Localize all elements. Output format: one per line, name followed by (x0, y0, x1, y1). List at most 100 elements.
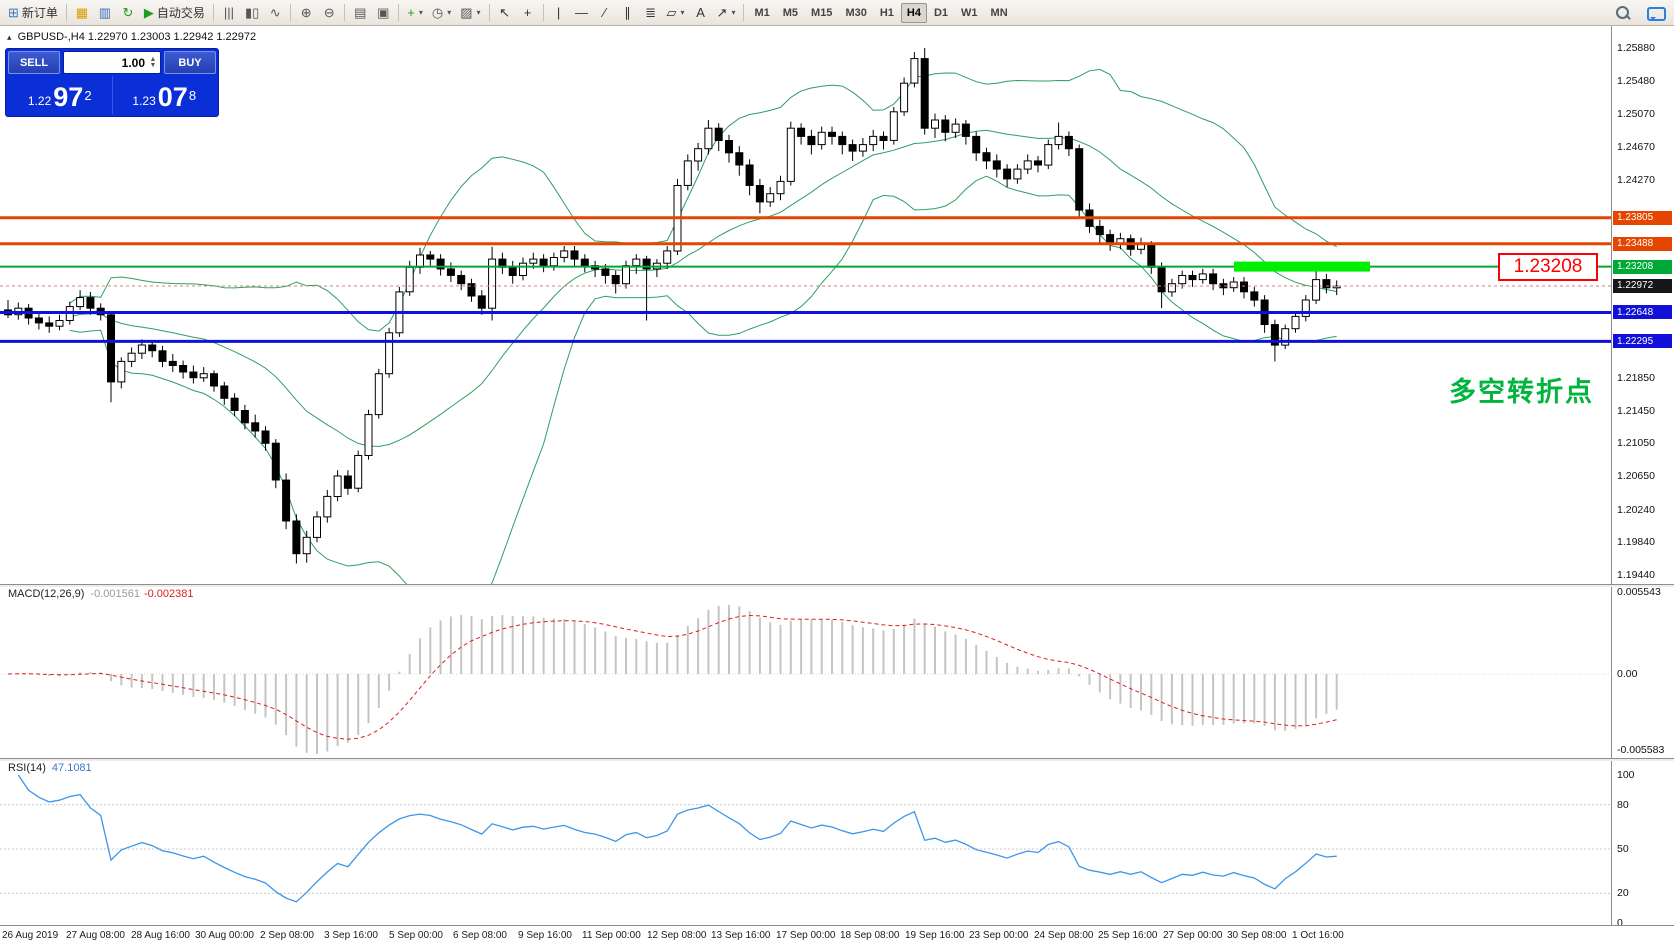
time-label: 9 Sep 16:00 (518, 930, 572, 941)
support-line-1-badge: 1.22648 (1613, 305, 1672, 320)
toolbar-separator (344, 4, 346, 21)
time-label: 28 Aug 16:00 (131, 930, 190, 941)
buy-price-prefix: 1.23 (132, 94, 156, 108)
annotation-text[interactable]: 多空转折点 (1449, 377, 1594, 407)
sell-price-pips: 97 (53, 82, 84, 112)
time-label: 13 Sep 16:00 (711, 930, 771, 941)
time-label: 6 Sep 08:00 (453, 930, 507, 941)
price-tick: 1.25480 (1617, 74, 1655, 87)
rsi-panel-chart[interactable] (0, 758, 1612, 925)
macd-axis-label: -0.005583 (1617, 744, 1665, 756)
cursor-icon[interactable]: ↖ (494, 2, 516, 24)
timeframe-m1-button[interactable]: M1 (754, 6, 770, 19)
time-label: 1 Oct 16:00 (1292, 930, 1344, 941)
price-callout[interactable]: 1.23208 (1498, 253, 1598, 281)
channel-icon[interactable]: ∥ (617, 2, 639, 24)
panel-divider[interactable] (0, 758, 1674, 761)
main-chart[interactable] (0, 26, 1612, 584)
horizontal-lines[interactable] (0, 216, 1612, 343)
dropdown-caret-icon: ▾ (680, 8, 685, 17)
autotrading-button[interactable]: ▶ 自动交易 (140, 2, 209, 24)
autotrading-glyph: ▶ (143, 5, 154, 20)
zoom-out-icon[interactable]: ⊖ (318, 2, 340, 24)
crosshair-icon[interactable]: + (517, 2, 539, 24)
rsi-line (17, 774, 1337, 903)
sell-button[interactable]: SELL (8, 51, 60, 74)
one-click-trading-panel: SELL 1.00 ▲ ▼ BUY 1.22 97 2 1.23 07 8 (5, 48, 219, 117)
macd-panel-chart[interactable] (0, 584, 1612, 758)
market-watch-icon[interactable]: ▦ (71, 2, 93, 24)
axis-separator (1611, 26, 1612, 925)
horizontal-line-icon[interactable]: — (571, 2, 593, 24)
current-price-badge: 1.22972 (1613, 278, 1672, 293)
time-label: 24 Sep 08:00 (1034, 930, 1094, 941)
market-watch-icon-glyph: ▦ (75, 5, 89, 20)
symbol-period-label: GBPUSD-,H4 (17, 31, 85, 43)
data-window-icon[interactable]: ▥ (94, 2, 116, 24)
timeframe-w1-button[interactable]: W1 (961, 6, 978, 19)
dropdown-caret-icon: ▾ (418, 8, 423, 17)
timeframe-m15-button[interactable]: M15 (811, 6, 833, 19)
timeframe-h1-button[interactable]: H1 (879, 6, 894, 19)
rsi-axis-label: 20 (1617, 887, 1629, 900)
search-button[interactable] (1610, 2, 1636, 24)
arrow-icon[interactable]: ↗ ▾ (713, 2, 740, 24)
vertical-line-icon[interactable]: | (548, 2, 570, 24)
volume-stepper[interactable]: 1.00 ▲ ▼ (63, 51, 161, 74)
sell-price[interactable]: 1.22 97 2 (8, 76, 112, 114)
shapes-icon[interactable]: ▱ ▾ (663, 2, 689, 24)
price-tick: 1.20650 (1617, 469, 1655, 482)
timeframe-mn-button[interactable]: MN (990, 6, 1008, 19)
bar-chart-icon[interactable]: ||| (218, 2, 240, 24)
volume-up-icon[interactable]: ▲ (149, 55, 157, 63)
autotrading-button-label: 自动交易 (156, 6, 205, 20)
highlight-band[interactable] (1234, 261, 1370, 272)
timeframe-d1-button[interactable]: D1 (933, 6, 949, 19)
macd-main-value: -0.001561 (90, 588, 140, 600)
tile-windows-icon-glyph: ▤ (354, 5, 367, 20)
chat-button[interactable] (1642, 2, 1668, 24)
macd-histogram (17, 604, 1338, 754)
time-label: 17 Sep 00:00 (776, 930, 836, 941)
pivot-line-badge: 1.23208 (1613, 259, 1672, 274)
volume-arrows: ▲ ▼ (148, 55, 158, 69)
resistance-line-1-badge: 1.23805 (1613, 210, 1672, 225)
time-label: 5 Sep 00:00 (389, 930, 443, 941)
timeframe-m5-button[interactable]: M5 (782, 6, 799, 19)
template-icon-glyph: ▨ (460, 5, 473, 20)
time-axis[interactable]: 26 Aug 2019 27 Aug 08:00 28 Aug 16:00 30 Au… (0, 925, 1674, 949)
time-label: 27 Aug 08:00 (66, 930, 125, 941)
price-axis[interactable]: 1.25880 1.25480 1.25070 1.24670 1.24270 1.218… (1612, 26, 1674, 929)
trendline-icon[interactable]: ∕ (594, 2, 616, 24)
new-order-button[interactable]: ⊞ 新订单 (4, 2, 62, 24)
fibonacci-icon[interactable]: ≣ (640, 2, 662, 24)
buy-price[interactable]: 1.23 07 8 (113, 76, 217, 114)
timeframe-m30-button[interactable]: M30 (845, 6, 867, 19)
time-label: 11 Sep 00:00 (582, 930, 641, 941)
resistance-line-2-badge: 1.23488 (1613, 236, 1672, 251)
text-icon[interactable]: A (690, 2, 712, 24)
buy-button[interactable]: BUY (164, 51, 216, 74)
zoom-in-icon[interactable]: ⊕ (295, 2, 317, 24)
zoom-in-icon-glyph: ⊕ (300, 5, 312, 20)
buy-price-point: 8 (188, 88, 197, 103)
volume-down-icon[interactable]: ▼ (149, 61, 157, 69)
trade-panel-toggle-icon[interactable]: ▴ (7, 32, 12, 42)
tile-windows-icon[interactable]: ▤ (349, 2, 371, 24)
candlestick-chart-icon[interactable]: ▮▯ (241, 2, 263, 24)
toolbar-separator (290, 4, 292, 21)
price-tick: 1.25070 (1617, 108, 1655, 121)
template-icon[interactable]: ▨ ▾ (456, 2, 484, 24)
ohlc-values: 1.22970 1.23003 1.22942 1.22972 (87, 31, 257, 43)
sell-price-point: 2 (84, 88, 92, 103)
chart-header: ▴ GBPUSD-,H4 1.22970 1.23003 1.22942 1.2… (7, 31, 256, 43)
period-icon[interactable]: ◷ ▾ (428, 2, 455, 24)
toolbar-separator (212, 4, 214, 21)
panel-divider[interactable] (0, 584, 1674, 587)
cascade-windows-icon[interactable]: ▣ (372, 2, 394, 24)
navigator-icon[interactable]: ↻ (117, 2, 139, 24)
add-indicator-button[interactable]: + ▾ (403, 2, 427, 24)
line-chart-icon[interactable]: ∿ (264, 2, 286, 24)
price-tick: 1.21450 (1617, 404, 1655, 417)
timeframe-h4-button[interactable]: H4 (900, 2, 927, 23)
